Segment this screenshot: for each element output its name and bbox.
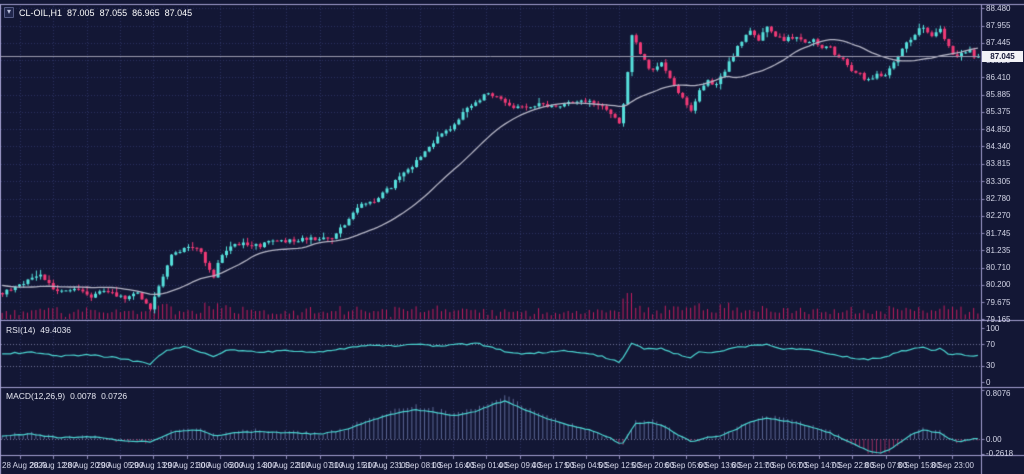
price-axis-label: 82.780 (986, 194, 1011, 204)
price-axis-label: 80.710 (986, 263, 1011, 273)
price-axis-label: 79.165 (986, 314, 1011, 324)
time-axis-label: 4 Sep 01:00 (464, 461, 508, 470)
time-axis-label: 6 Sep 13:00 (697, 461, 741, 470)
rsi-name: RSI(14) (6, 325, 36, 335)
price-axis-label: 87.445 (986, 38, 1011, 48)
rsi-axis-label: 100 (986, 323, 1000, 333)
time-axis-label: 4 Sep 17:00 (531, 461, 575, 470)
ohlc-high-value: 87.055 (99, 7, 128, 18)
time-axis-label: 1 Sep 16:00 (431, 461, 475, 470)
chart-menu-icon[interactable]: ▾ (4, 7, 15, 18)
time-axis-label: 28 Aug 2023 (2, 461, 47, 470)
time-axis-label: 30 Aug 06:00 (196, 461, 244, 470)
time-axis-label: 29 Aug 05:00 (96, 461, 144, 470)
symbol-timeframe-label: CL-OIL,H1 (19, 7, 63, 18)
price-axis-label: 84.340 (986, 141, 1011, 151)
time-axis-label: 31 Aug 15:00 (329, 461, 377, 470)
time-axis-label: 7 Sep 14:00 (797, 461, 841, 470)
macd-signal-value: 0.0726 (101, 391, 128, 401)
price-axis-label: 79.675 (986, 297, 1011, 307)
time-axis-label: 30 Aug 14:00 (229, 461, 277, 470)
time-axis-label: 5 Sep 12:00 (597, 461, 641, 470)
time-axis-label: 4 Sep 09:00 (497, 461, 542, 470)
time-axis-label: 7 Sep 06:00 (764, 461, 808, 470)
rsi-axis-label: 0 (986, 377, 991, 387)
price-axis-label: 80.200 (986, 280, 1011, 290)
time-axis-label: 28 Aug 20:00 (63, 461, 111, 470)
price-axis-label: 85.885 (986, 90, 1011, 100)
time-axis-label: 5 Sep 04:00 (564, 461, 608, 470)
price-axis-label: 83.815 (986, 159, 1011, 169)
chart-title-bar: ▾ CL-OIL,H1 87.005 87.055 86.965 87.045 (4, 7, 192, 18)
time-axis-label: 28 Aug 12:00 (29, 461, 77, 470)
time-axis-label: 8 Sep 07:00 (864, 461, 908, 470)
macd-main-value: 0.0078 (70, 391, 97, 401)
price-axis-label: 86.410 (986, 72, 1011, 82)
time-axis-label: 29 Aug 21:00 (162, 461, 211, 470)
ohlc-low-value: 86.965 (132, 7, 160, 18)
time-axis-label: 31 Aug 07:00 (296, 461, 344, 470)
time-axis-label: 5 Sep 20:00 (631, 461, 675, 470)
price-axis-label: 84.850 (986, 124, 1011, 134)
macd-axis-label: 0.8076 (986, 389, 1011, 398)
macd-name: MACD(12,26,9) (6, 391, 66, 401)
price-axis-label: 81.235 (986, 245, 1011, 255)
price-axis-label: 85.375 (986, 107, 1011, 117)
ohlc-open-value: 87.005 (67, 7, 95, 18)
time-axis-label: 30 Aug 22:00 (262, 461, 310, 470)
time-axis-label: 7 Sep 22:00 (830, 461, 875, 470)
rsi-value: 49.4036 (40, 325, 72, 335)
macd-indicator-label: MACD(12,26,9) 0.0078 0.0726 (6, 391, 127, 401)
rsi-axis-label: 70 (986, 339, 995, 349)
time-axis-label: 6 Sep 05:00 (664, 461, 708, 470)
time-axis-label: 8 Sep 15:00 (897, 461, 941, 470)
price-axis-label: 83.305 (986, 176, 1011, 186)
time-axis-label: 6 Sep 21:00 (731, 461, 775, 470)
price-axis-label: 81.745 (986, 228, 1011, 238)
time-axis-label: 29 Aug 13:00 (129, 461, 177, 470)
time-axis-label: 1 Sep 08:00 (398, 461, 442, 470)
time-axis-label: 8 Sep 23:00 (930, 461, 974, 470)
price-axis-label: 82.270 (986, 211, 1011, 221)
rsi-axis-label: 30 (986, 361, 995, 371)
current-price-box: 87.045 (982, 50, 1023, 62)
rsi-indicator-label: RSI(14) 49.4036 (6, 325, 71, 335)
price-axis-label: 87.955 (986, 21, 1011, 31)
price-axis-label: 88.480 (986, 3, 1011, 13)
macd-axis-label: -0.2618 (986, 449, 1014, 458)
time-axis-label: 31 Aug 23:00 (362, 461, 410, 470)
ohlc-close-value: 87.045 (164, 7, 193, 18)
macd-axis-label: 0.00 (986, 434, 1002, 444)
